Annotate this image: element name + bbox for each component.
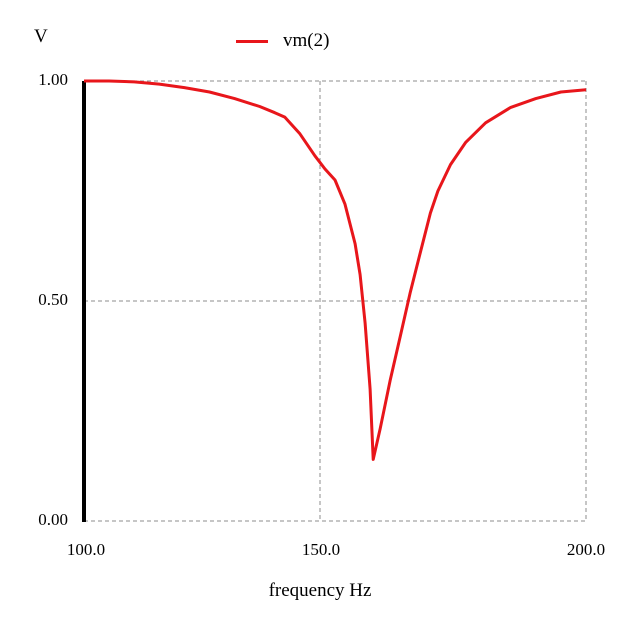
grid-lines	[84, 80, 587, 522]
x-tick-150: 150.0	[301, 540, 341, 559]
legend-swatch-vm2	[236, 39, 268, 43]
series-line-vm2	[84, 79, 587, 461]
legend-label-vm2: vm(2)	[283, 30, 330, 51]
y-axis-unit-label: V	[34, 26, 48, 47]
y-tick-1-00: 1.00	[38, 70, 68, 89]
x-tick-200: 200.0	[566, 540, 606, 559]
x-tick-100: 100.0	[66, 540, 106, 559]
y-tick-0-50: 0.50	[38, 290, 68, 309]
y-tick-0-00: 0.00	[38, 510, 68, 529]
x-axis-label: frequency Hz	[268, 580, 372, 601]
legend: vm(2)	[236, 30, 329, 52]
